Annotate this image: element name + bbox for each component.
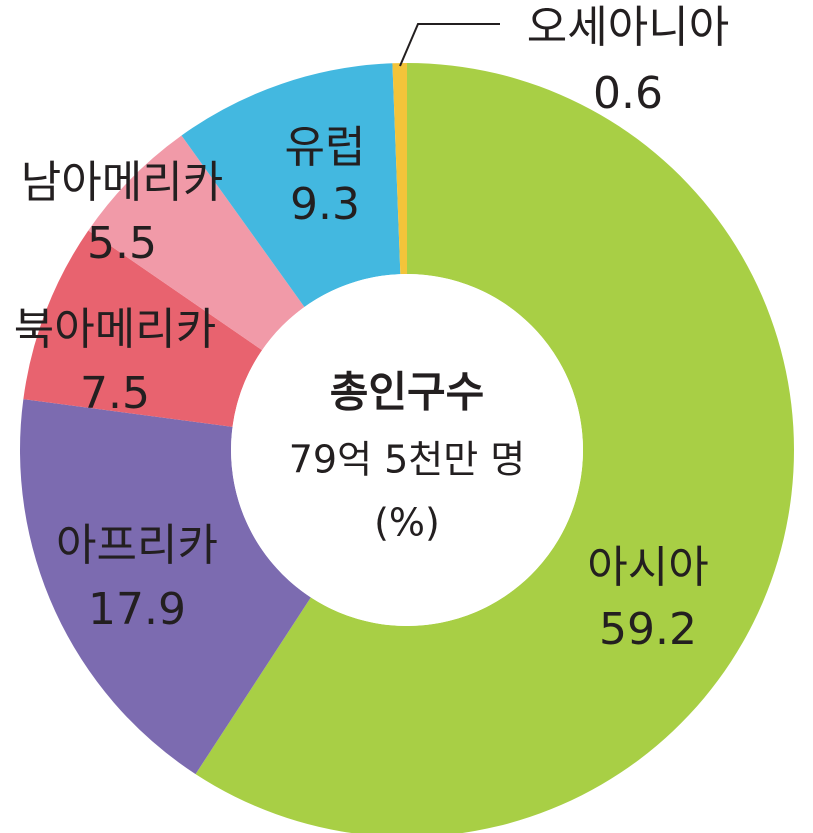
center-subtitle: 79억 5천만 명	[289, 438, 526, 482]
slice-label: 북아메리카	[14, 304, 216, 355]
value-label: 0.6	[593, 68, 663, 119]
slice-label: 유럽	[285, 122, 366, 173]
labels: 아시아 59.2 아프리카 17.9 북아메리카 7.5 남아메리카 5.5 유럽 9.3 오세아니…	[14, 2, 729, 655]
slice	[392, 63, 407, 275]
leader-line	[399, 23, 500, 67]
value-label: 17.9	[88, 584, 186, 635]
slices	[19, 63, 794, 833]
slice-label: 오세아니아	[527, 2, 729, 53]
value-label: 5.5	[87, 218, 157, 269]
slice	[195, 63, 794, 833]
slice	[181, 63, 401, 307]
slice	[23, 230, 263, 427]
slice	[19, 399, 311, 775]
slice-label: 아프리카	[56, 520, 218, 571]
value-label: 9.3	[290, 179, 360, 230]
slice-label: 아시아	[587, 542, 708, 593]
slice	[88, 135, 305, 351]
value-label: 59.2	[599, 604, 697, 655]
center-title: 총인구수	[330, 368, 485, 417]
value-label: 7.5	[80, 368, 150, 419]
slice-label: 남아메리카	[21, 157, 223, 208]
donut-hole	[231, 274, 583, 626]
center-unit: (%)	[374, 501, 440, 545]
